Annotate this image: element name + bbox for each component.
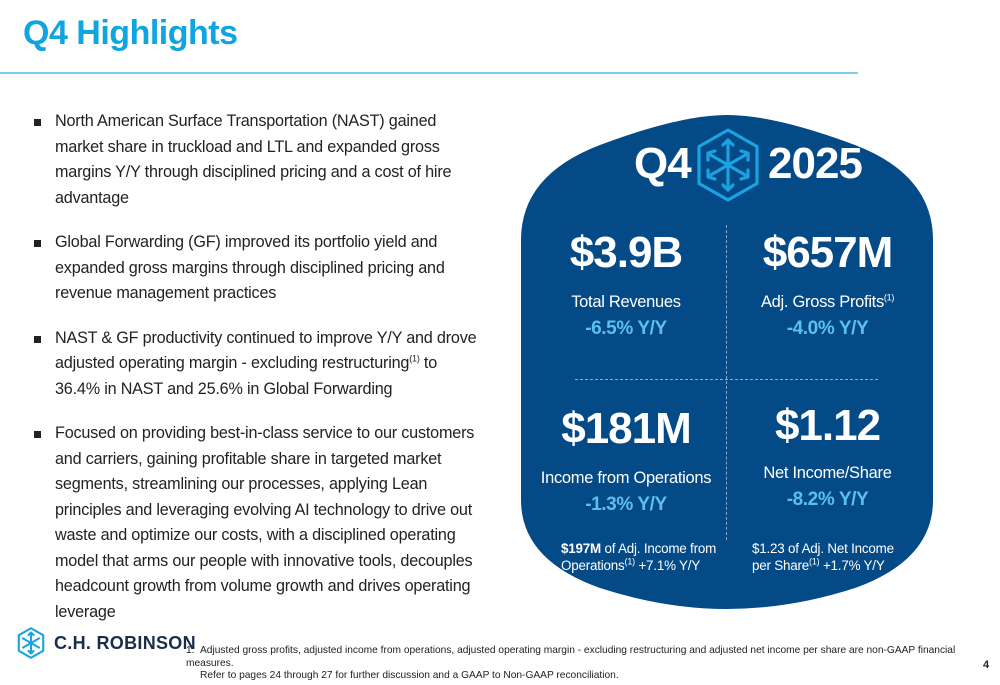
footnote: 1. Adjusted gross profits, adjusted incom…: [186, 645, 1000, 683]
footnote-ref: (1): [624, 556, 636, 567]
ch-robinson-hex-icon: [17, 627, 45, 659]
bullet-text: Focused on providing best-in-class servi…: [55, 424, 475, 621]
ch-robinson-hex-icon: [697, 128, 759, 202]
kpi-value: $657M: [762, 228, 894, 277]
note-highlight: $197M: [561, 541, 601, 556]
adj-net-income-note: $1.23 of Adj. Net Income per Share(1) +1…: [752, 540, 912, 574]
square-bullet-icon: [34, 431, 41, 438]
square-bullet-icon: [34, 335, 41, 343]
footnote-ref: (1): [883, 292, 895, 303]
bullet-text: Global Forwarding (GF) improved its port…: [55, 233, 445, 302]
note-text: of Adj. Income from: [600, 541, 717, 556]
highlight-bullet: NAST & GF productivity continued to impr…: [34, 326, 484, 403]
highlight-bullet: Focused on providing best-in-class servi…: [34, 421, 484, 625]
kpi-divider-vertical: [726, 225, 727, 540]
footnote-text: Adjusted gross profits, adjusted income …: [186, 645, 956, 669]
note-text: per Share: [752, 558, 810, 573]
kpi-label: Adj. Gross Profits(1): [740, 292, 915, 312]
bullet-text: North American Surface Transportation (N…: [55, 112, 452, 207]
footnote-number: 1.: [186, 645, 195, 656]
square-bullet-icon: [34, 119, 41, 126]
kpi-value: $3.9B: [569, 228, 683, 277]
panel-year: 2025: [768, 139, 863, 188]
company-logo: C.H. ROBINSON: [17, 627, 196, 659]
kpi-net-income-per-share: $1.12 Net Income/Share -8.2% Y/Y: [740, 401, 915, 511]
kpi-label-text: Adj. Gross Profits: [760, 293, 884, 311]
kpi-label: Net Income/Share: [763, 464, 892, 482]
kpi-adj-gross-profits: $657M Adj. Gross Profits(1) -4.0% Y/Y: [740, 228, 915, 340]
note-text: Operations: [561, 558, 625, 573]
page-number: 4: [983, 659, 990, 671]
highlight-bullet: North American Surface Transportation (N…: [34, 109, 484, 211]
kpi-income-from-operations: $181M Income from Operations -1.3% Y/Y: [536, 404, 716, 516]
kpi-value: $181M: [561, 404, 692, 453]
highlight-bullet: Global Forwarding (GF) improved its port…: [34, 230, 484, 307]
page-title: Q4 Highlights: [23, 14, 238, 52]
kpi-change: -1.3% Y/Y: [585, 494, 667, 515]
bullet-text: NAST & GF productivity continued to impr…: [55, 328, 477, 373]
footnote-ref: (1): [809, 556, 820, 567]
kpi-value: $1.12: [774, 401, 881, 450]
brand-name: C.H. ROBINSON: [54, 632, 196, 653]
highlights-list: North American Surface Transportation (N…: [34, 109, 484, 644]
kpi-change: -8.2% Y/Y: [786, 489, 869, 510]
bullet-text: to 36.4% in NAST and 25.6% in Global For…: [55, 354, 438, 398]
note-text: +7.1% Y/Y: [634, 558, 701, 573]
note-text: $1.23 of Adj. Net Income: [752, 541, 894, 556]
note-text: +1.7% Y/Y: [819, 558, 885, 573]
kpi-change: -4.0% Y/Y: [786, 318, 869, 339]
kpi-label: Total Revenues: [571, 293, 681, 311]
kpi-divider-horizontal: [575, 379, 878, 380]
kpi-total-revenues: $3.9B Total Revenues -6.5% Y/Y: [546, 228, 706, 340]
kpi-change: -6.5% Y/Y: [585, 318, 667, 339]
panel-quarter: Q4: [634, 139, 692, 188]
footnote-text: Refer to pages 24 through 27 for further…: [200, 670, 619, 681]
title-divider: [0, 72, 858, 74]
kpi-panel-shape: [521, 115, 933, 609]
kpi-label: Income from Operations: [540, 469, 712, 487]
adj-income-ops-note: $197M of Adj. Income from Operations(1) …: [561, 540, 721, 574]
footnote-ref: (1): [409, 353, 420, 364]
square-bullet-icon: [34, 240, 41, 247]
